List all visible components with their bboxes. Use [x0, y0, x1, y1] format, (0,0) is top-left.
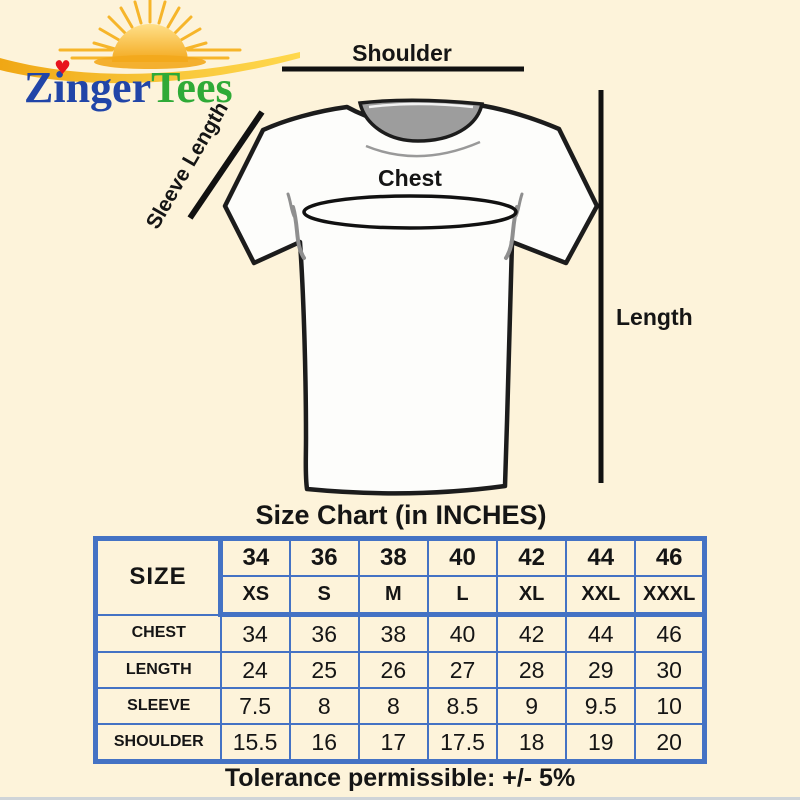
measurement-cell: 17.5: [426, 723, 499, 763]
measurement-cell: 38: [357, 613, 429, 653]
row-label: SHOULDER: [94, 723, 222, 763]
measurement-cell: 20: [634, 723, 706, 763]
measurement-cell: 18: [496, 723, 568, 763]
sun-rays: [58, 0, 242, 60]
shoulder-label: Shoulder: [352, 40, 452, 66]
row-label: SLEEVE: [94, 687, 222, 725]
size-letter-cell: XS: [219, 575, 291, 617]
chest-label: Chest: [378, 165, 442, 191]
heart-icon: ♥: [54, 57, 72, 79]
sun-swoosh-icon: [0, 0, 300, 84]
size-number-cell: 34: [219, 537, 291, 577]
measurement-cell: 16: [288, 723, 360, 763]
brand-name-part1: Zinger: [24, 63, 152, 112]
measurement-cell: 8.5: [426, 687, 499, 725]
size-letter-cell: S: [288, 575, 360, 617]
sun-body: [112, 24, 188, 62]
measurement-cell: 9.5: [565, 687, 637, 725]
row-label: CHEST: [94, 613, 222, 653]
size-corner-cell: SIZE: [94, 537, 223, 616]
size-number-cell: 44: [565, 537, 637, 577]
brand-logo: ZingerTees ♥: [0, 0, 310, 135]
length-label: Length: [616, 304, 693, 330]
table-row-size-numbers: SIZE 34 36 38 40 42 44 46: [94, 537, 706, 616]
measurement-cell: 26: [357, 651, 429, 689]
size-number-cell: 40: [426, 537, 499, 577]
measurement-cell: 8: [357, 687, 429, 725]
collar: [357, 98, 485, 143]
bottom-edge-line: [0, 797, 800, 800]
sun-base: [94, 55, 206, 69]
measurement-cell: 44: [565, 613, 637, 653]
tshirt-outline: [222, 102, 600, 496]
measurement-cell: 17: [357, 723, 429, 763]
measurement-cell: 7.5: [219, 687, 291, 725]
measurement-cell: 28: [496, 651, 568, 689]
measurement-cell: 27: [426, 651, 499, 689]
size-letter-cell: M: [357, 575, 429, 617]
size-number-cell: 46: [634, 537, 706, 577]
size-chart-title: Size Chart (in INCHES): [255, 500, 547, 530]
tshirt-measurement-diagram: [187, 66, 604, 496]
size-letter-cell: XXXL: [634, 575, 706, 617]
measurement-cell: 29: [565, 651, 637, 689]
measurement-cell: 34: [219, 613, 291, 653]
collar-highlight: [368, 102, 474, 109]
measurement-cell: 15.5: [219, 723, 291, 763]
tolerance-note: Tolerance permissible: +/- 5%: [224, 764, 576, 792]
table-row-size-letters: XS S M L XL XXL XXXL: [96, 575, 706, 617]
measurement-cell: 24: [219, 651, 291, 689]
measurement-cell: 25: [288, 651, 360, 689]
brand-name-part2: Tees: [151, 63, 233, 112]
size-number-cell: 38: [357, 537, 429, 577]
measurement-cell: 8: [288, 687, 360, 725]
table-row-length: LENGTH 24 25 26 27 28 29 30: [94, 651, 706, 689]
measurement-cell: 46: [634, 613, 706, 653]
size-letter-cell: XL: [496, 575, 568, 617]
measurement-cell: 9: [496, 687, 568, 725]
size-number-cell: 36: [288, 537, 360, 577]
swoosh: [0, 52, 300, 84]
table-row-chest: CHEST 34 36 38 40 42 44 46: [94, 613, 706, 653]
row-label: LENGTH: [94, 651, 222, 689]
sleeve-measure-line: [187, 110, 265, 220]
size-letter-cell: XXL: [565, 575, 637, 617]
measurement-cell: 10: [634, 687, 706, 725]
measurement-cell: 30: [634, 651, 706, 689]
table-row-shoulder: SHOULDER 15.5 16 17 17.5 18 19 20: [94, 723, 706, 763]
size-letter-cell: L: [426, 575, 499, 617]
collar-seam: [365, 140, 481, 158]
chest-measure-ellipse: [302, 194, 518, 230]
size-number-cell: 42: [496, 537, 568, 577]
measurement-cell: 40: [426, 613, 499, 653]
measurement-cell: 42: [496, 613, 568, 653]
measurement-cell: 19: [565, 723, 637, 763]
measurement-cell: 36: [288, 613, 360, 653]
brand-name: ZingerTees ♥: [24, 59, 233, 112]
table-row-sleeve: SLEEVE 7.5 8 8 8.5 9 9.5 10: [94, 687, 706, 725]
size-table: SIZE 34 36 38 40 42 44 46 XS S M L XL XX…: [93, 536, 707, 764]
